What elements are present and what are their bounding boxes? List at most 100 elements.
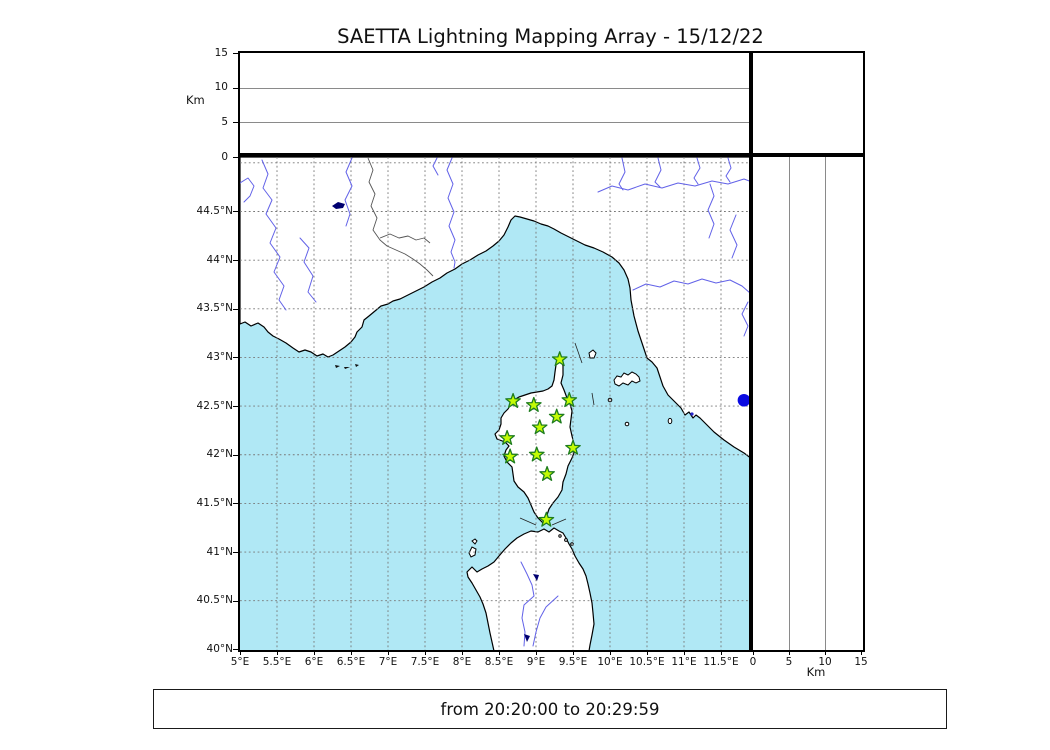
asinara-island [468,546,477,558]
station-star [538,511,555,527]
lat-tick-label: 41.5°N [196,496,233,509]
coastal-marks [519,342,595,526]
tick-mark [721,651,722,655]
lon-tick-label: 7°E [378,656,398,668]
tick-mark [233,357,238,359]
lat-tick-label: 44.5°N [196,204,233,217]
lat-tick-label: 43.5°N [196,302,233,315]
tick-mark [233,211,238,213]
hyeres-islet-3 [355,364,359,367]
station-star [551,351,568,367]
graticule [240,157,752,650]
tick-mark [647,651,648,655]
tick-mark [573,651,574,655]
lon-tick-label: 6.5°E [336,656,366,668]
tick-mark [789,651,790,655]
altitude-axis-label-left: Km [186,93,205,107]
tick-mark [684,651,685,655]
alt-tick-label-top: 5 [221,115,228,128]
altitude-gridline-10km [240,87,752,89]
giglio-island [667,417,673,425]
lon-tick-label: 8°E [452,656,472,668]
tick-mark [233,552,238,554]
alt-tick-label-right: 0 [749,656,757,668]
mainland-coastline [240,157,752,460]
hyeres-islet-2 [344,367,350,369]
country-borders [367,157,434,277]
tick-mark [610,651,611,655]
alt-tick-label-right: 15 [854,656,868,668]
lon-tick-label: 11°E [671,656,697,668]
panel-divider-horizontal [238,153,863,157]
montecristo-island [624,421,630,427]
strait-islet-1 [564,538,568,542]
lat-tick-label: 41°N [206,545,233,558]
tick-mark [233,308,238,310]
tick-mark [233,503,238,505]
tick-mark [233,649,238,651]
tick-mark [233,87,238,89]
altitude-gridline-5km [789,157,790,650]
lon-tick-label: 8.5°E [484,656,514,668]
time-range-box: from 20:20:00 to 20:29:59 [153,689,947,729]
altitude-axis-label-right: Km [806,665,826,679]
station-star [565,439,581,455]
lon-tick-label: 5.5°E [262,656,292,668]
lon-tick-label: 7.5°E [410,656,440,668]
tick-mark [499,651,500,655]
lat-tick-label: 43°N [206,350,233,363]
lon-tick-label: 6°E [304,656,324,668]
tick-mark [753,651,754,655]
tick-mark [351,651,352,655]
lon-tick-label: 11.5°E [703,656,739,668]
asinara-islet [471,538,478,545]
station-star [525,396,542,412]
lon-tick-label: 5°E [230,656,250,668]
tick-mark [388,651,389,655]
lat-tick-label: 42°N [206,448,233,461]
tick-mark [233,260,238,262]
recent-source-dot [737,393,751,407]
tick-mark [825,651,826,655]
lat-tick-label: 44°N [206,253,233,266]
station-star [548,408,565,424]
lat-tick-label: 42.5°N [196,399,233,412]
station-star [528,446,545,462]
tick-mark [425,651,426,655]
plot-title: SAETTA Lightning Mapping Array - 15/12/2… [337,25,764,48]
alt-tick-label-right: 10 [818,656,832,668]
station-star [505,392,521,409]
map-svg [240,157,752,650]
station-star [561,391,578,408]
tick-mark [462,651,463,655]
tick-mark [233,122,238,124]
station-star [539,465,555,481]
corsica-coastline [494,356,576,524]
station-star [502,448,518,464]
tick-mark [314,651,315,655]
lon-tick-label: 9.5°E [558,656,588,668]
strait-islet-3 [558,534,562,538]
rivers [240,157,752,647]
altitude-vs-longitude-panel [238,51,754,159]
time-range-text: from 20:20:00 to 20:29:59 [440,699,660,719]
tick-mark [536,651,537,655]
station-star [531,419,548,435]
alt-tick-label-top: 10 [214,81,228,94]
lakes [332,202,694,642]
tick-mark [233,600,238,602]
tick-mark [233,157,238,158]
lat-tick-label: 40.5°N [196,594,233,607]
map-panel [238,155,754,652]
tick-mark [861,651,862,655]
tick-mark [233,53,238,54]
altitude-histogram-panel [751,51,865,159]
altitude-gridline-10km [825,157,826,650]
lon-tick-label: 9°E [526,656,546,668]
panel-divider-vertical [749,51,753,652]
capraia-island [588,349,597,359]
elba-island [613,371,641,387]
altitude-gridline-5km [240,122,752,124]
alt-tick-label-top: 15 [214,46,228,59]
